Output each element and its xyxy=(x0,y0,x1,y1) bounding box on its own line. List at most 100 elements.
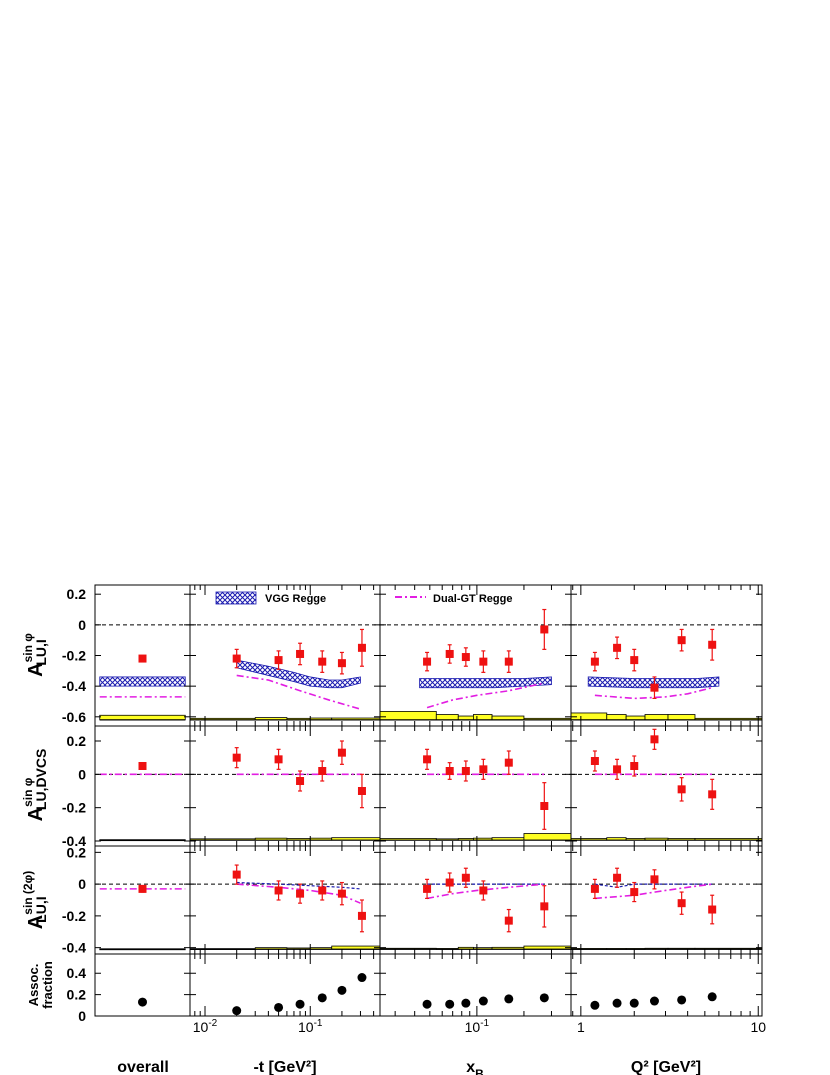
data-point xyxy=(445,767,454,775)
data-point xyxy=(232,870,241,879)
data-point xyxy=(677,636,686,645)
x-axis-title: overall xyxy=(117,1059,169,1075)
data-point xyxy=(445,878,454,887)
y-tick-label: -0.2 xyxy=(62,648,86,664)
y-axis-title-text: Asin φLU,DVCS xyxy=(21,749,49,822)
data-point xyxy=(677,899,686,908)
x-tick-label: 10-1 xyxy=(298,1018,323,1035)
vgg-band xyxy=(236,659,361,689)
axis-labels: 0.20-0.2-0.4-0.60.20-0.2-0.40.20-0.2-0.4… xyxy=(21,586,766,1075)
assoc-point xyxy=(295,999,305,1009)
data-point xyxy=(461,767,470,775)
assoc-point xyxy=(504,994,514,1004)
assoc-point xyxy=(357,973,367,983)
y-axis-title-text: Asin φLU,I xyxy=(21,633,49,677)
assoc-point xyxy=(629,998,639,1008)
y-axis-title: fraction xyxy=(40,961,55,1009)
y-tick-label: 0.4 xyxy=(67,965,87,981)
systematic-bar xyxy=(379,711,437,721)
data-point xyxy=(630,762,639,770)
assoc-point xyxy=(539,993,549,1003)
y-tick-label: -0.2 xyxy=(62,908,86,924)
plot-frames xyxy=(94,584,763,1017)
panel-frame xyxy=(189,584,381,727)
data-point xyxy=(590,884,599,893)
data-point xyxy=(337,889,346,898)
panel-frame xyxy=(379,725,572,847)
plot-data xyxy=(99,608,763,1016)
assoc-point xyxy=(677,995,687,1005)
data-point xyxy=(650,683,659,692)
data-point xyxy=(232,654,241,663)
data-point xyxy=(337,748,346,757)
panel-frame xyxy=(189,953,381,1017)
dual-gt-line xyxy=(594,883,713,900)
panel-frame xyxy=(379,845,572,955)
x-tick-label: 1 xyxy=(577,1019,585,1035)
y-tick-label: 0 xyxy=(78,1008,86,1024)
data-point xyxy=(630,888,639,897)
data-point xyxy=(590,657,599,666)
data-point xyxy=(318,767,327,775)
assoc-point xyxy=(337,985,347,995)
data-point xyxy=(590,757,599,765)
data-point xyxy=(274,886,283,895)
data-point xyxy=(296,777,305,785)
legend-dual: Dual-GT Regge xyxy=(395,593,512,605)
data-point xyxy=(540,625,549,634)
assoc-point xyxy=(317,993,327,1003)
data-point xyxy=(613,643,622,652)
data-point xyxy=(357,787,366,795)
assoc-point xyxy=(461,998,471,1008)
data-point xyxy=(613,873,622,882)
data-point xyxy=(318,886,327,895)
panel-frame xyxy=(379,584,572,727)
data-point xyxy=(708,790,717,799)
assoc-point xyxy=(707,992,717,1002)
data-point xyxy=(540,802,549,810)
y-tick-label: 0 xyxy=(78,766,86,782)
data-point xyxy=(296,889,305,898)
y-tick-label: 0 xyxy=(78,617,86,633)
data-point xyxy=(274,656,283,665)
x-axis-title: -t [GeV²] xyxy=(253,1059,316,1075)
y-axis-title-text: Asin (2φ)LU,I xyxy=(21,871,49,929)
y-tick-label: 0.2 xyxy=(67,844,87,860)
panel-frame xyxy=(570,725,763,847)
y-tick-label: 0.2 xyxy=(67,733,87,749)
x-tick-label: 10 xyxy=(750,1019,766,1035)
assoc-point xyxy=(590,1000,600,1010)
assoc-point xyxy=(445,999,455,1009)
panel-frame xyxy=(570,845,763,955)
vgg-band xyxy=(419,676,552,689)
data-point xyxy=(708,905,717,914)
panel-frame xyxy=(570,953,763,1017)
assoc-point xyxy=(649,996,659,1006)
data-point xyxy=(423,884,432,893)
x-tick-label: 10-2 xyxy=(193,1018,218,1035)
data-point xyxy=(461,873,470,882)
data-point xyxy=(650,875,659,884)
data-point xyxy=(423,755,432,764)
data-point xyxy=(540,902,549,911)
data-point xyxy=(650,735,659,744)
data-point xyxy=(337,659,346,668)
data-point xyxy=(479,886,488,895)
legend-vgg-label: VGG Regge xyxy=(265,593,326,605)
x-tick-label: 10-1 xyxy=(465,1018,490,1035)
data-point xyxy=(613,765,622,774)
y-tick-label: 0 xyxy=(78,876,86,892)
data-point xyxy=(232,753,241,762)
assoc-point xyxy=(478,996,488,1006)
data-point xyxy=(504,758,513,767)
vgg-band xyxy=(99,676,186,687)
systematic-bar xyxy=(667,714,696,721)
data-point xyxy=(479,765,488,774)
systematic-bar xyxy=(606,714,627,721)
data-point xyxy=(461,653,470,662)
legend-vgg-swatch xyxy=(215,591,257,605)
dual-gt-line xyxy=(236,674,361,710)
systematic-bar xyxy=(644,714,669,721)
data-point xyxy=(677,785,686,794)
assoc-point xyxy=(138,997,147,1007)
